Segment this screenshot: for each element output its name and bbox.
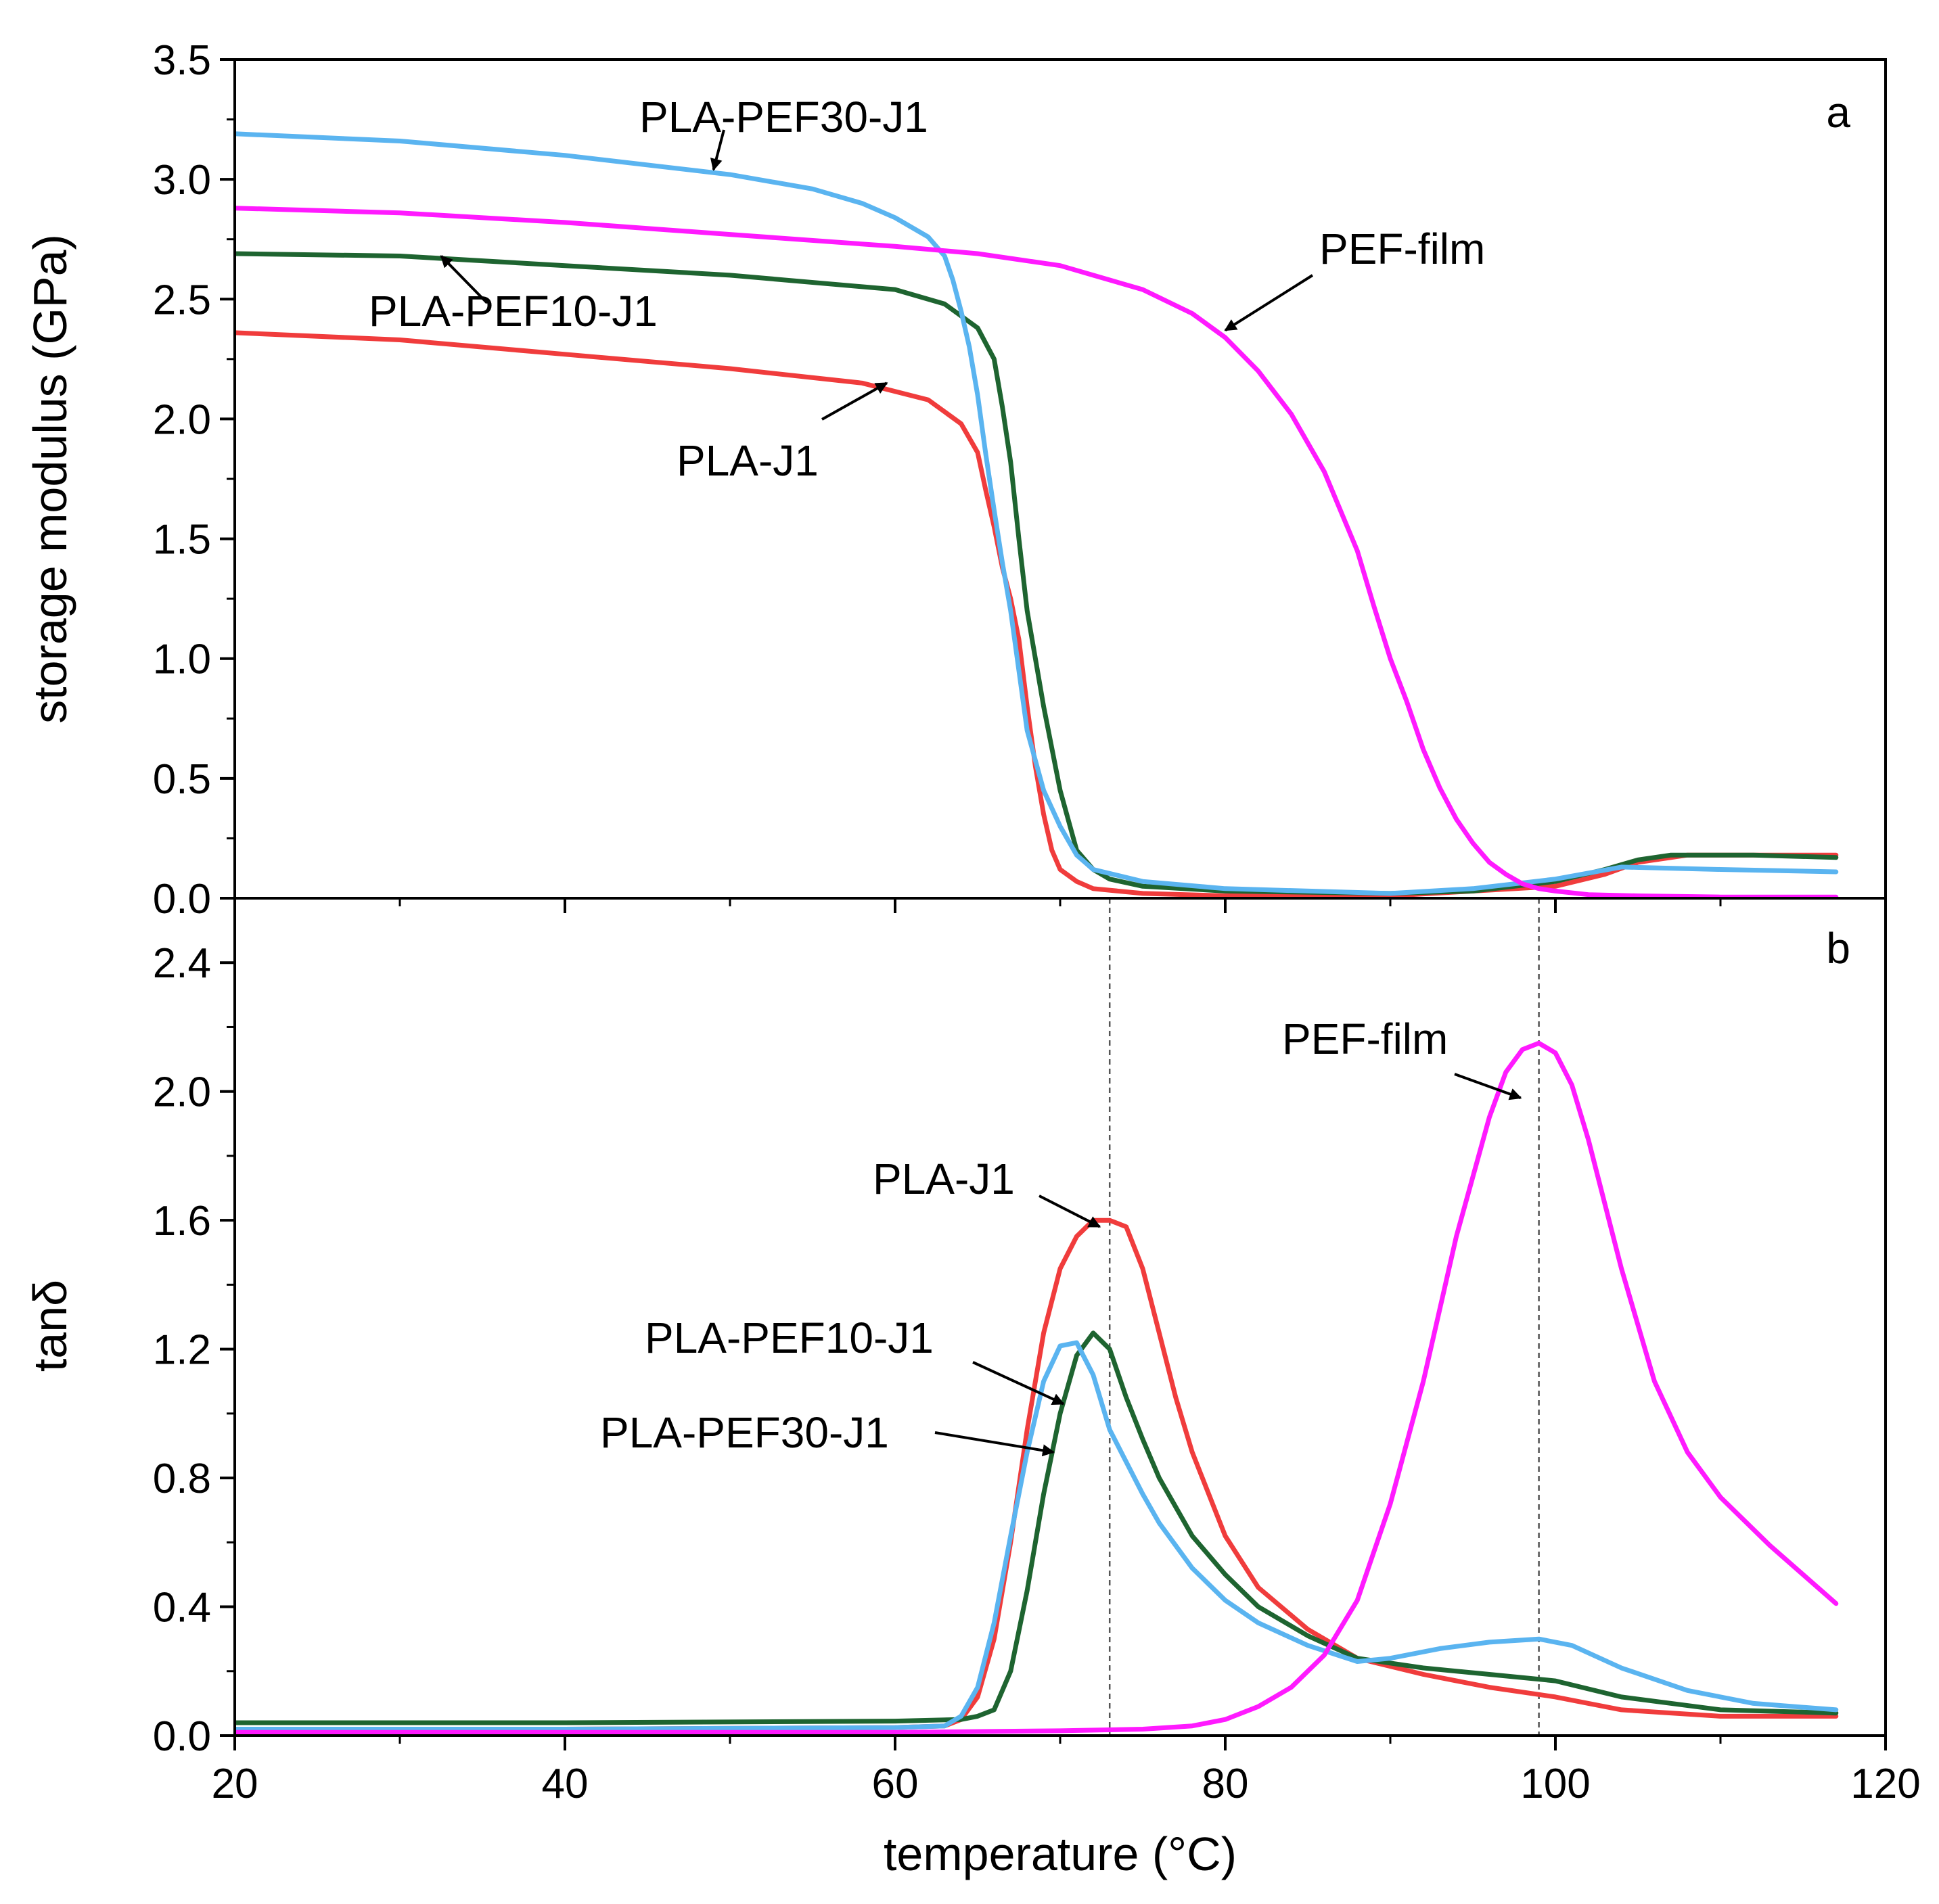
y-tick-label: 0.8 [153,1456,211,1502]
annotation-arrow [1224,274,1314,332]
annotation-arrow [1039,1194,1101,1228]
y-tick-label: 1.0 [153,636,211,683]
y-axis-ticks: 0.0 0.4 0.8 1.2 1.6 2.0 2.4 [153,897,235,1760]
series-label: PLA-J1 [873,1155,1015,1203]
series-line-pla-pef30-j1 [235,131,1839,896]
x-tick-label: 100 [1520,1761,1590,1807]
y-tick-label: 2.0 [153,1069,211,1116]
annotation-arrow [934,1431,1055,1457]
series-lines [235,131,1839,898]
y-axis-title: tanδ [24,1280,76,1372]
y-tick-label: 2.0 [153,396,211,443]
y-axis-ticks: 0.0 0.5 1.0 1.5 2.0 2.5 3.0 3.5 [153,37,235,923]
annotation-arrow [821,381,888,421]
y-tick-label: 3.5 [153,37,211,84]
series-label: PLA-PEF30-J1 [639,93,928,141]
series-line-pla-pef10-j1 [235,1330,1839,1725]
x-axis-ticks [233,898,1887,913]
y-tick-label: 2.4 [153,940,211,987]
x-tick-label: 80 [1202,1761,1249,1807]
annotation-arrow [1454,1073,1522,1100]
series-label: PLA-J1 [677,436,819,485]
series-line-pef-film [235,206,1839,898]
series-lines [235,1040,1839,1735]
series-label: PLA-PEF10-J1 [645,1314,934,1362]
series-line-pef-film [235,1040,1839,1735]
y-tick-label: 0.5 [153,756,211,803]
x-axis-ticks: 20 40 60 80 100 120 [212,1736,1921,1807]
panel-letter: b [1826,924,1850,973]
y-tick-label: 2.5 [153,277,211,323]
y-tick-label: 1.6 [153,1198,211,1245]
annotation-arrow [440,255,488,304]
y-axis-title: storage modulus (GPa) [24,234,76,724]
tan-delta-panel: 0.0 0.4 0.8 1.2 1.6 2.0 2.4 20 40 60 80 100 120 PEF… [24,897,1921,1807]
x-axis-title: temperature (°C) [884,1828,1237,1880]
y-tick-label: 1.2 [153,1327,211,1374]
y-tick-label: 0.4 [153,1585,211,1631]
series-line-pla-pef30-j1 [235,1340,1839,1732]
annotation-arrow [972,1361,1065,1406]
x-tick-label: 60 [872,1761,919,1807]
y-tick-label: 0.0 [153,876,211,923]
series-label: PEF-film [1319,225,1485,273]
x-tick-label: 40 [542,1761,589,1807]
series-annotations: PEF-film PLA-J1 PLA-PEF10-J1 PLA-PEF30-J1 [600,1015,1522,1457]
panel-letter: a [1826,88,1850,137]
x-tick-label: 20 [212,1761,258,1807]
reference-lines [1108,898,1540,1736]
series-label: PEF-film [1282,1015,1448,1063]
y-tick-label: 0.0 [153,1713,211,1760]
series-line-pla-pef10-j1 [235,251,1839,896]
series-label: PLA-PEF30-J1 [600,1408,889,1457]
series-line-pla-j1 [235,1217,1839,1732]
y-tick-label: 3.0 [153,157,211,204]
y-tick-label: 1.5 [153,517,211,563]
storage-modulus-panel: 0.0 0.5 1.0 1.5 2.0 2.5 3.0 3.5 PLA-PEF30-J1 PEF… [24,37,1887,923]
x-tick-label: 120 [1850,1761,1920,1807]
annotation-arrow [710,129,725,171]
series-line-pla-j1 [235,330,1839,898]
series-annotations: PLA-PEF30-J1 PEF-film PLA-PEF10-J1 PLA-J1 [369,93,1485,485]
series-label: PLA-PEF10-J1 [369,287,658,335]
